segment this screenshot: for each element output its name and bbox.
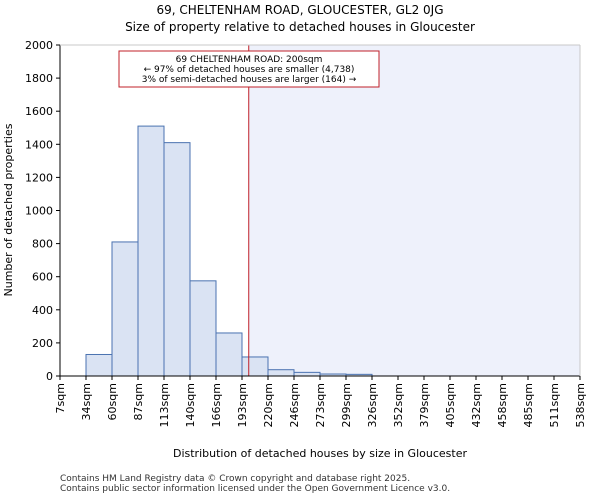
y-tick-label-1200: 1200 bbox=[25, 171, 53, 184]
x-tick-label-34sqm: 34sqm bbox=[80, 383, 93, 420]
bar-246sqm bbox=[293, 371, 321, 377]
x-tick-label-166sqm: 166sqm bbox=[210, 383, 223, 427]
y-tick-label-0: 0 bbox=[46, 370, 53, 383]
x-tick-label-326sqm: 326sqm bbox=[366, 383, 379, 427]
y-tick-label-1800: 1800 bbox=[25, 72, 53, 85]
x-tick-label-113sqm: 113sqm bbox=[158, 383, 171, 427]
y-tick-label-200: 200 bbox=[32, 337, 53, 350]
x-tick-label-538sqm: 538sqm bbox=[574, 383, 587, 427]
x-ticks-group: 7sqm 34sqm 60sqm 87sqm 113sqm 140sqm 166sqm 193… bbox=[54, 376, 587, 427]
x-tick-label-458sqm: 458sqm bbox=[496, 383, 509, 427]
x-tick-label-405sqm: 405sqm bbox=[444, 383, 457, 427]
shaded-larger-region bbox=[248, 45, 581, 376]
x-tick-label-511sqm: 511sqm bbox=[548, 383, 561, 427]
footer-copyright: Contains HM Land Registry data © Crown c… bbox=[60, 474, 411, 484]
y-tick-label-2000: 2000 bbox=[25, 39, 53, 52]
x-tick-label-87sqm: 87sqm bbox=[132, 383, 145, 420]
bar-166sqm bbox=[215, 332, 243, 377]
y-tick-label-400: 400 bbox=[32, 304, 53, 317]
x-tick-label-273sqm: 273sqm bbox=[314, 383, 327, 427]
y-tick-label-1000: 1000 bbox=[25, 205, 53, 218]
x-tick-label-485sqm: 485sqm bbox=[522, 383, 535, 427]
y-ticks-group: 0 200 400 600 800 1000 1200 1400 1600 1800 2000 bbox=[25, 39, 60, 383]
bar-60sqm bbox=[111, 241, 139, 377]
x-axis-label: Distribution of detached houses by size … bbox=[173, 447, 467, 460]
x-tick-label-60sqm: 60sqm bbox=[106, 383, 119, 420]
x-tick-label-299sqm: 299sqm bbox=[340, 383, 353, 427]
bar-34sqm bbox=[85, 353, 113, 377]
x-tick-label-246sqm: 246sqm bbox=[288, 383, 301, 427]
chart-title: 69, CHELTENHAM ROAD, GLOUCESTER, GL2 0JG bbox=[156, 3, 444, 17]
footer-licence: Contains public sector information licen… bbox=[60, 484, 451, 494]
annotation-line-2: ← 97% of detached houses are smaller (4,… bbox=[144, 65, 355, 75]
y-axis-label: Number of detached properties bbox=[2, 123, 15, 296]
annotation-box: 69 CHELTENHAM ROAD: 200sqm ← 97% of deta… bbox=[118, 50, 380, 88]
bar-113sqm bbox=[163, 142, 191, 377]
x-tick-label-140sqm: 140sqm bbox=[184, 383, 197, 427]
x-tick-label-379sqm: 379sqm bbox=[418, 383, 431, 427]
bar-220sqm bbox=[267, 369, 295, 377]
x-tick-label-7sqm: 7sqm bbox=[54, 383, 67, 413]
annotation-line-1: 69 CHELTENHAM ROAD: 200sqm bbox=[176, 55, 323, 65]
bar-140sqm bbox=[189, 280, 217, 377]
annotation-line-3: 3% of semi-detached houses are larger (1… bbox=[142, 75, 357, 85]
x-tick-label-432sqm: 432sqm bbox=[470, 383, 483, 427]
y-tick-label-1600: 1600 bbox=[25, 105, 53, 118]
y-tick-label-1400: 1400 bbox=[25, 138, 53, 151]
y-tick-label-600: 600 bbox=[32, 271, 53, 284]
chart-subtitle: Size of property relative to detached ho… bbox=[125, 20, 475, 34]
y-tick-label-800: 800 bbox=[32, 238, 53, 251]
x-tick-label-220sqm: 220sqm bbox=[262, 383, 275, 427]
bar-87sqm bbox=[137, 125, 165, 377]
bar-193sqm bbox=[241, 356, 269, 377]
bars-group bbox=[85, 125, 373, 377]
x-tick-label-193sqm: 193sqm bbox=[236, 383, 249, 427]
x-tick-label-352sqm: 352sqm bbox=[392, 383, 405, 427]
